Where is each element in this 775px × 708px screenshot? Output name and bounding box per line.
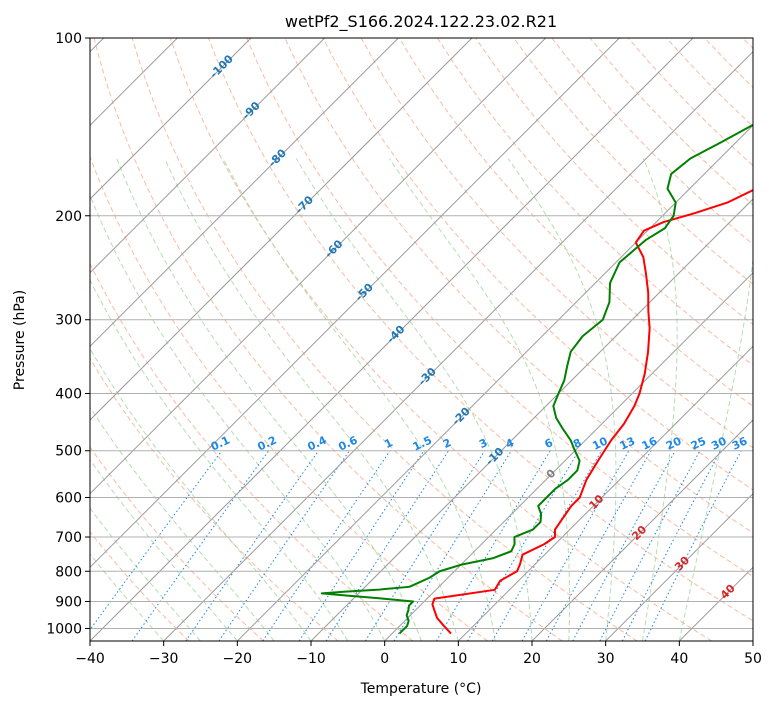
moist-adiabat-line bbox=[678, 255, 753, 641]
moist-adiabat-line bbox=[90, 279, 349, 641]
dry-adiabat-line bbox=[437, 38, 753, 366]
x-tick-label: −10 bbox=[296, 651, 326, 667]
skewed-isotherm bbox=[90, 38, 547, 495]
dry-adiabat-line bbox=[93, 38, 563, 641]
mixing-ratio-label: 30 bbox=[709, 434, 729, 452]
x-tick-label: −20 bbox=[223, 651, 253, 667]
skewed-isotherm bbox=[90, 38, 326, 274]
x-tick-label: 20 bbox=[523, 651, 541, 667]
moist-adiabat-line bbox=[642, 158, 678, 641]
dry-adiabat-line bbox=[246, 38, 753, 578]
dry-adiabat-line bbox=[90, 531, 190, 641]
skewed-isotherm bbox=[531, 419, 753, 641]
chart-title: wetPf2_S166.2024.122.23.02.R21 bbox=[285, 12, 557, 32]
mixing-ratio-line bbox=[90, 450, 223, 631]
mixing-ratio-line bbox=[644, 450, 742, 641]
x-tick-label: −30 bbox=[149, 651, 179, 667]
x-tick-label: 0 bbox=[380, 651, 389, 667]
skewed-isotherm bbox=[236, 124, 753, 641]
y-tick-label: 800 bbox=[55, 564, 82, 580]
skewed-isotherm bbox=[90, 38, 694, 641]
y-tick-label: 500 bbox=[55, 444, 82, 460]
y-tick-label: 300 bbox=[55, 313, 82, 329]
skewed-isotherm bbox=[90, 38, 399, 348]
dry-adiabat-line bbox=[169, 38, 712, 641]
dry-adiabat-line bbox=[90, 155, 488, 641]
y-tick-label: 900 bbox=[55, 594, 82, 610]
skewed-isotherm bbox=[457, 345, 753, 641]
y-axis: 100 200 300 400 500 600 700 800 900 1000 bbox=[46, 31, 90, 637]
dry-adiabat-line bbox=[131, 38, 638, 641]
skewed-isotherm bbox=[90, 38, 620, 569]
y-tick-label: 200 bbox=[55, 209, 82, 225]
gridlines bbox=[90, 38, 753, 641]
x-tick-label: 50 bbox=[744, 651, 762, 667]
y-tick-label: 1000 bbox=[46, 621, 82, 637]
mixing-ratio-label: 25 bbox=[689, 434, 708, 452]
skewed-isotherm bbox=[90, 38, 252, 200]
plot-frame bbox=[89, 37, 754, 642]
dry-adiabat-line bbox=[90, 357, 339, 641]
skewed-isotherm bbox=[90, 38, 473, 421]
mixing-ratio-line bbox=[545, 450, 652, 641]
skewed-isotherm bbox=[605, 492, 753, 641]
mixing-ratio-line bbox=[521, 450, 630, 641]
dry-adiabat-line bbox=[322, 38, 753, 491]
mixing-ratio-line bbox=[185, 450, 320, 641]
mixing-ratio-label: 16 bbox=[640, 434, 660, 452]
mixing-ratio-label: 36 bbox=[730, 434, 750, 452]
y-tick-label: 600 bbox=[55, 490, 82, 506]
mixing-ratio-line bbox=[393, 450, 512, 641]
mixing-ratio-line bbox=[218, 450, 350, 641]
x-tick-label: 10 bbox=[449, 651, 467, 667]
dewpoint-profile-line bbox=[320, 123, 753, 635]
dry-adiabat-line bbox=[513, 38, 753, 285]
x-axis-title: Temperature (°C) bbox=[360, 681, 482, 697]
temperature-profile-line bbox=[431, 189, 753, 635]
mixing-ratio-line bbox=[262, 450, 391, 641]
x-tick-label: 40 bbox=[670, 651, 688, 667]
moist-adiabat-line bbox=[507, 158, 617, 641]
profile-lines bbox=[320, 123, 753, 635]
skewed-isotherm bbox=[163, 50, 753, 641]
mixing-ratio-line bbox=[364, 450, 486, 641]
skewed-isotherm bbox=[384, 271, 753, 641]
dry-adiabat-line bbox=[398, 38, 753, 407]
mixing-ratio-label: 20 bbox=[664, 434, 684, 452]
y-axis-title: Pressure (hPa) bbox=[12, 290, 28, 390]
dry-adiabat-line bbox=[90, 446, 264, 641]
x-tick-label: −40 bbox=[75, 651, 105, 667]
x-axis: −40 −30 −20 −10 0 10 20 30 40 50 bbox=[75, 641, 762, 667]
mixing-ratio-line bbox=[298, 450, 425, 641]
y-tick-label: 100 bbox=[55, 31, 82, 47]
mixing-ratio-label: 13 bbox=[618, 434, 637, 452]
x-tick-label: 30 bbox=[597, 651, 615, 667]
skewed-isotherm bbox=[310, 198, 753, 641]
mixing-ratio-line bbox=[621, 450, 721, 641]
y-tick-label: 400 bbox=[55, 387, 82, 403]
mixing-ratio-line bbox=[325, 450, 450, 641]
y-tick-label: 700 bbox=[55, 530, 82, 546]
